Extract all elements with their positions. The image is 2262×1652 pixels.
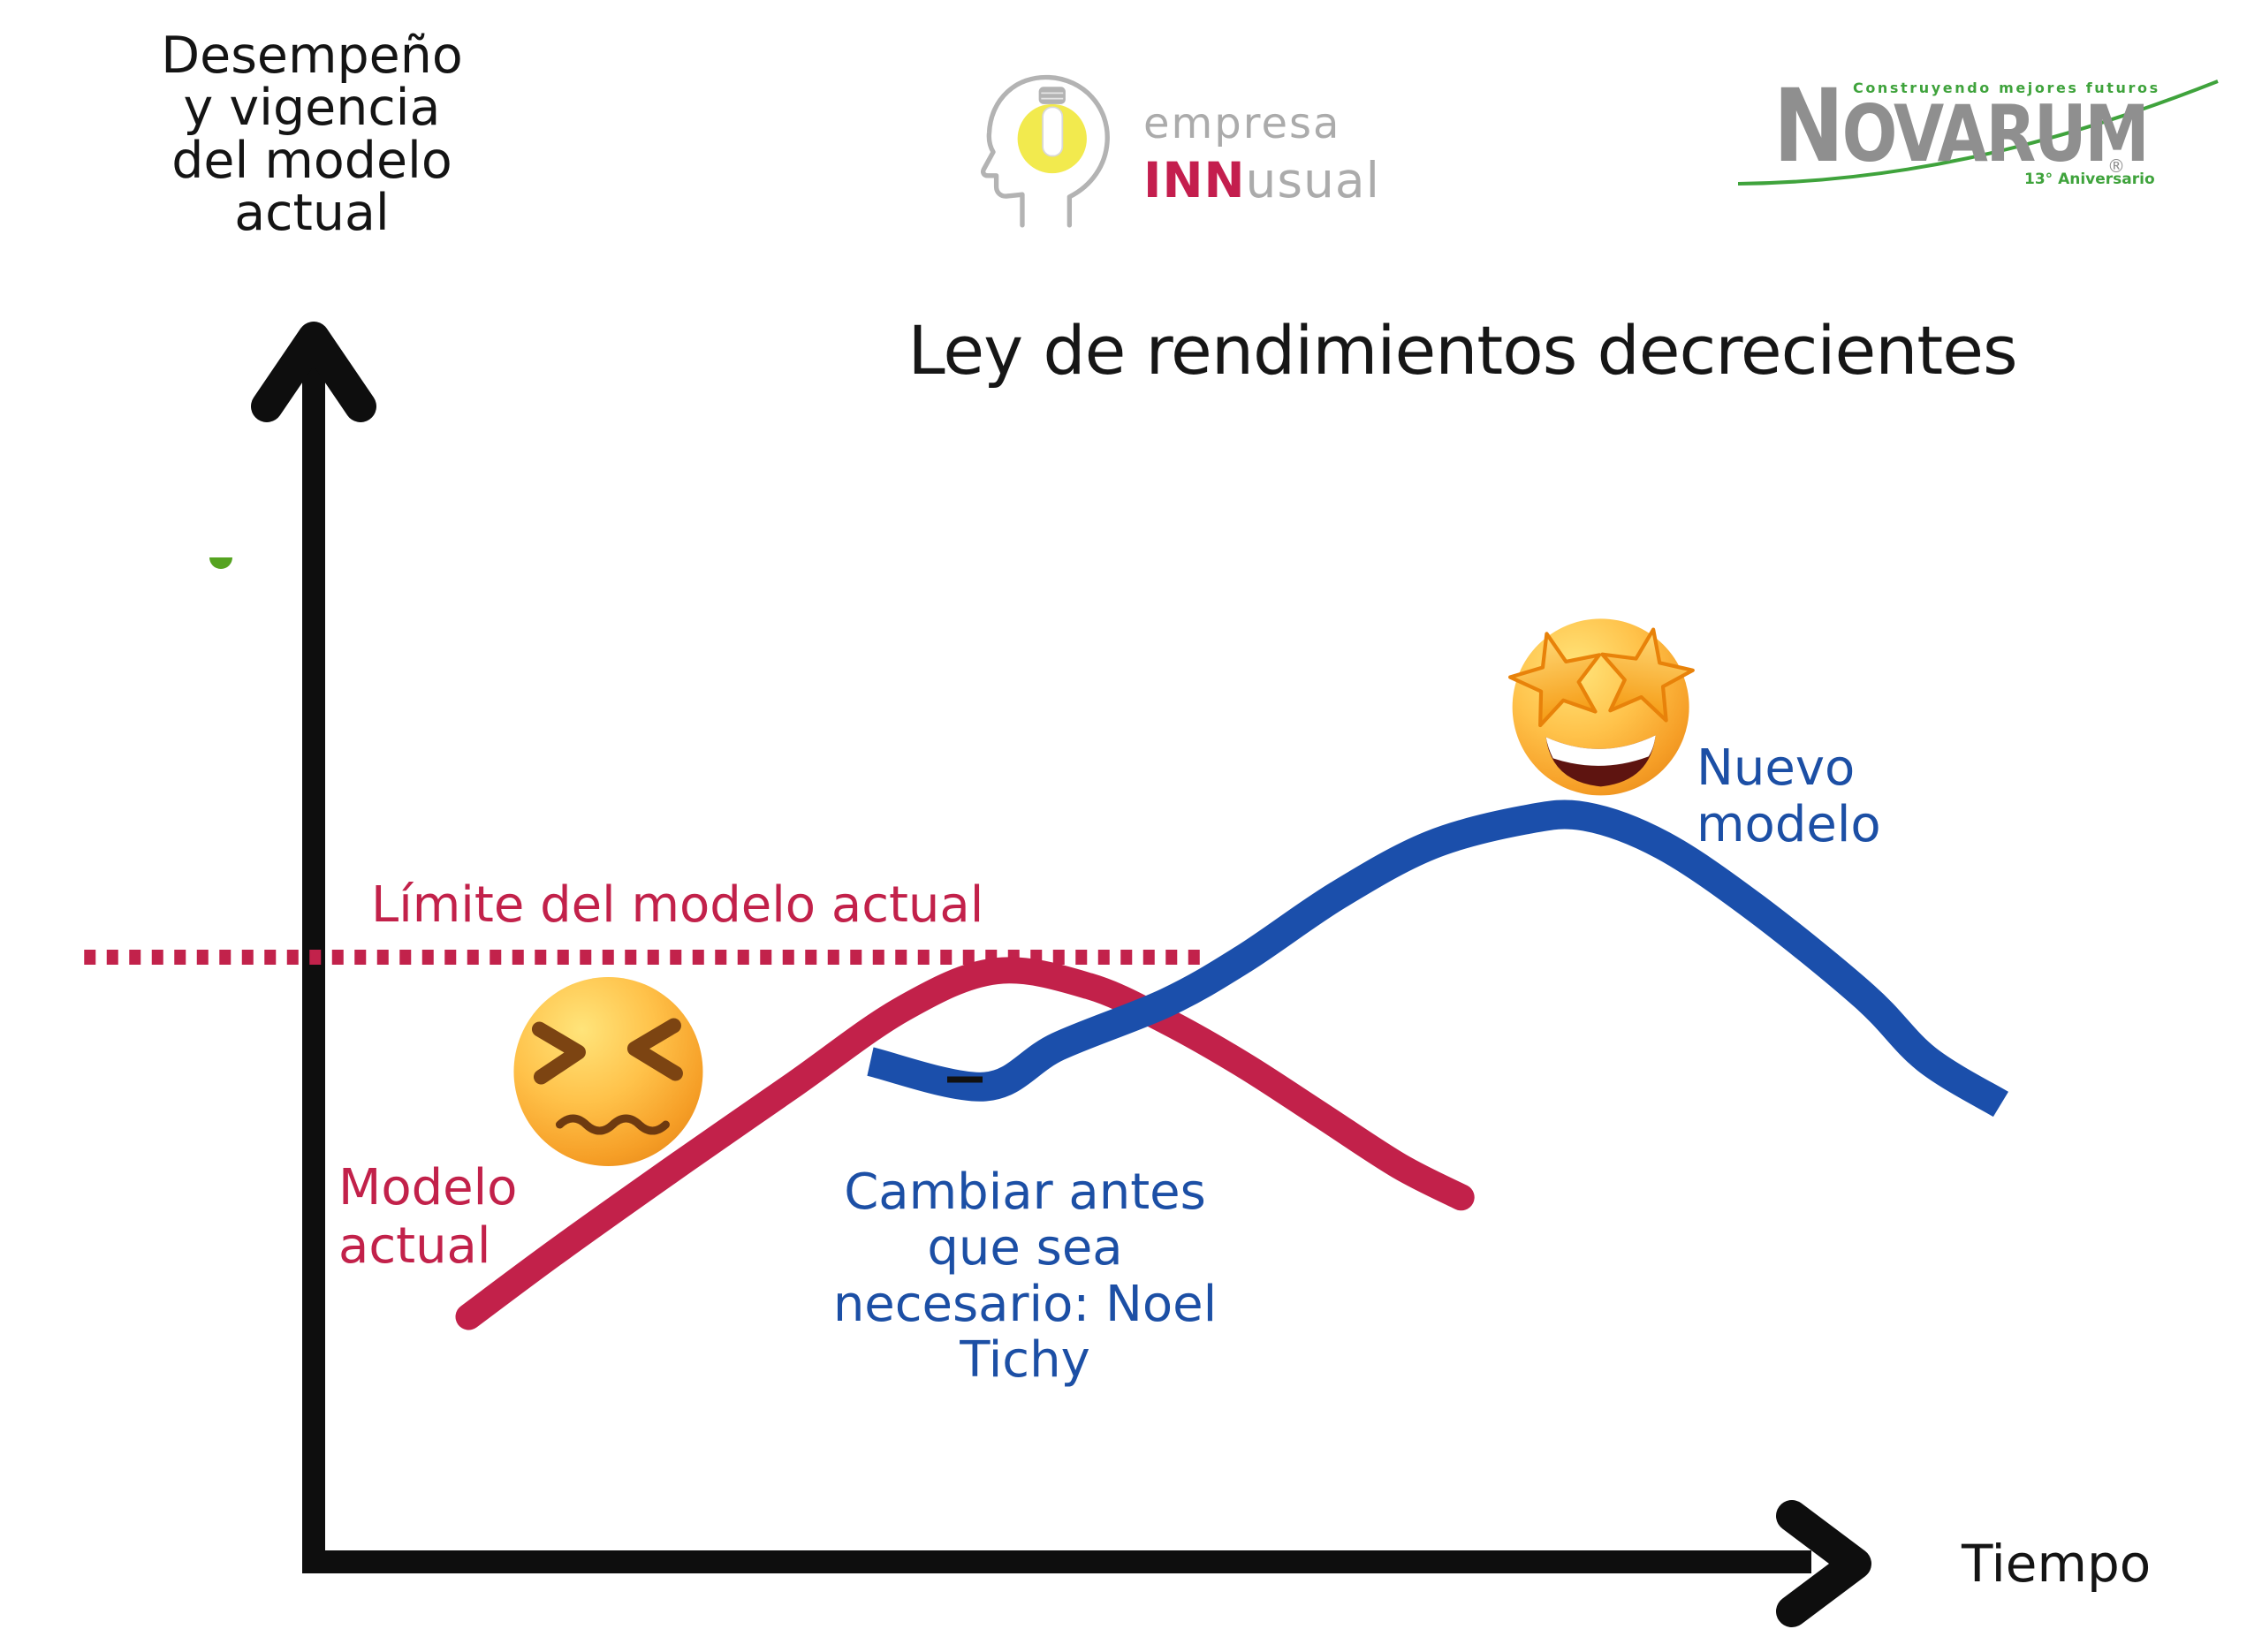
empresa-innusual-logo: empresa INNusual bbox=[972, 62, 1380, 230]
lightbulb-cap-icon bbox=[1038, 87, 1066, 104]
y-axis-label-line: Desempeño bbox=[161, 27, 463, 85]
head-with-lightbulb-icon bbox=[981, 74, 1110, 228]
empresa-word: empresa bbox=[1143, 99, 1341, 148]
lightbulb-glass-icon bbox=[1042, 106, 1064, 157]
y-axis-label-line: y vigencia bbox=[183, 79, 441, 138]
growth-swoosh-icon bbox=[1738, 80, 2219, 186]
usual-text: usual bbox=[1245, 152, 1380, 208]
new-model-label: Nuevo modelo bbox=[1696, 739, 1881, 854]
y-axis-label-line: del modelo bbox=[171, 131, 452, 190]
quote-line: Tichy bbox=[960, 1330, 1090, 1389]
empresa-wordmark: empresa INNusual bbox=[1143, 99, 1380, 208]
confounded-face-emoji bbox=[513, 977, 703, 1167]
current-model-label: Modelo actual bbox=[338, 1159, 517, 1275]
novarum-name: Novarum bbox=[1773, 67, 2150, 185]
green-semicircle-icon bbox=[209, 557, 232, 569]
wavy-mouth-icon bbox=[555, 1114, 670, 1135]
new-model-label-line: modelo bbox=[1696, 796, 1881, 854]
y-axis-label: Desempeño y vigencia del modelo actual bbox=[104, 27, 520, 242]
novarum-tagline: Construyendo mejores futuros bbox=[1853, 80, 2160, 96]
novarum-logo: Construyendo mejores futuros Novarum ® 1… bbox=[1738, 67, 2222, 203]
current-model-label-line: actual bbox=[338, 1216, 491, 1275]
new-model-curve bbox=[867, 799, 2008, 1118]
registered-trademark-icon: ® bbox=[2107, 155, 2125, 177]
quote-line: que sea bbox=[927, 1219, 1123, 1277]
y-axis-arrow-icon bbox=[251, 322, 376, 422]
left-eye-icon bbox=[531, 1021, 586, 1085]
innusual-word: INNusual bbox=[1143, 152, 1380, 208]
star-struck-face-emoji bbox=[1502, 618, 1698, 796]
current-model-curve bbox=[455, 957, 1475, 1330]
x-axis-arrow-icon bbox=[1776, 1500, 1871, 1627]
x-axis-label: Tiempo bbox=[1962, 1534, 2152, 1594]
y-axis-label-line: actual bbox=[234, 183, 390, 242]
new-model-label-line: Nuevo bbox=[1696, 739, 1856, 797]
change-quote: Cambiar antes que sea necesario: Noel Ti… bbox=[778, 1164, 1272, 1388]
page-title: Ley de rendimientos decrecientes bbox=[907, 311, 2017, 390]
quote-line: Cambiar antes bbox=[844, 1163, 1206, 1221]
quote-line: necesario: Noel bbox=[832, 1275, 1218, 1333]
teeth-icon bbox=[1545, 735, 1656, 766]
right-eye-icon bbox=[626, 1018, 683, 1081]
novarum-anniversary: 13° Aniversario bbox=[2024, 171, 2155, 188]
inn-bold-text: INN bbox=[1143, 152, 1246, 208]
limit-label: Límite del modelo actual bbox=[371, 876, 984, 934]
current-model-label-line: Modelo bbox=[338, 1159, 518, 1216]
